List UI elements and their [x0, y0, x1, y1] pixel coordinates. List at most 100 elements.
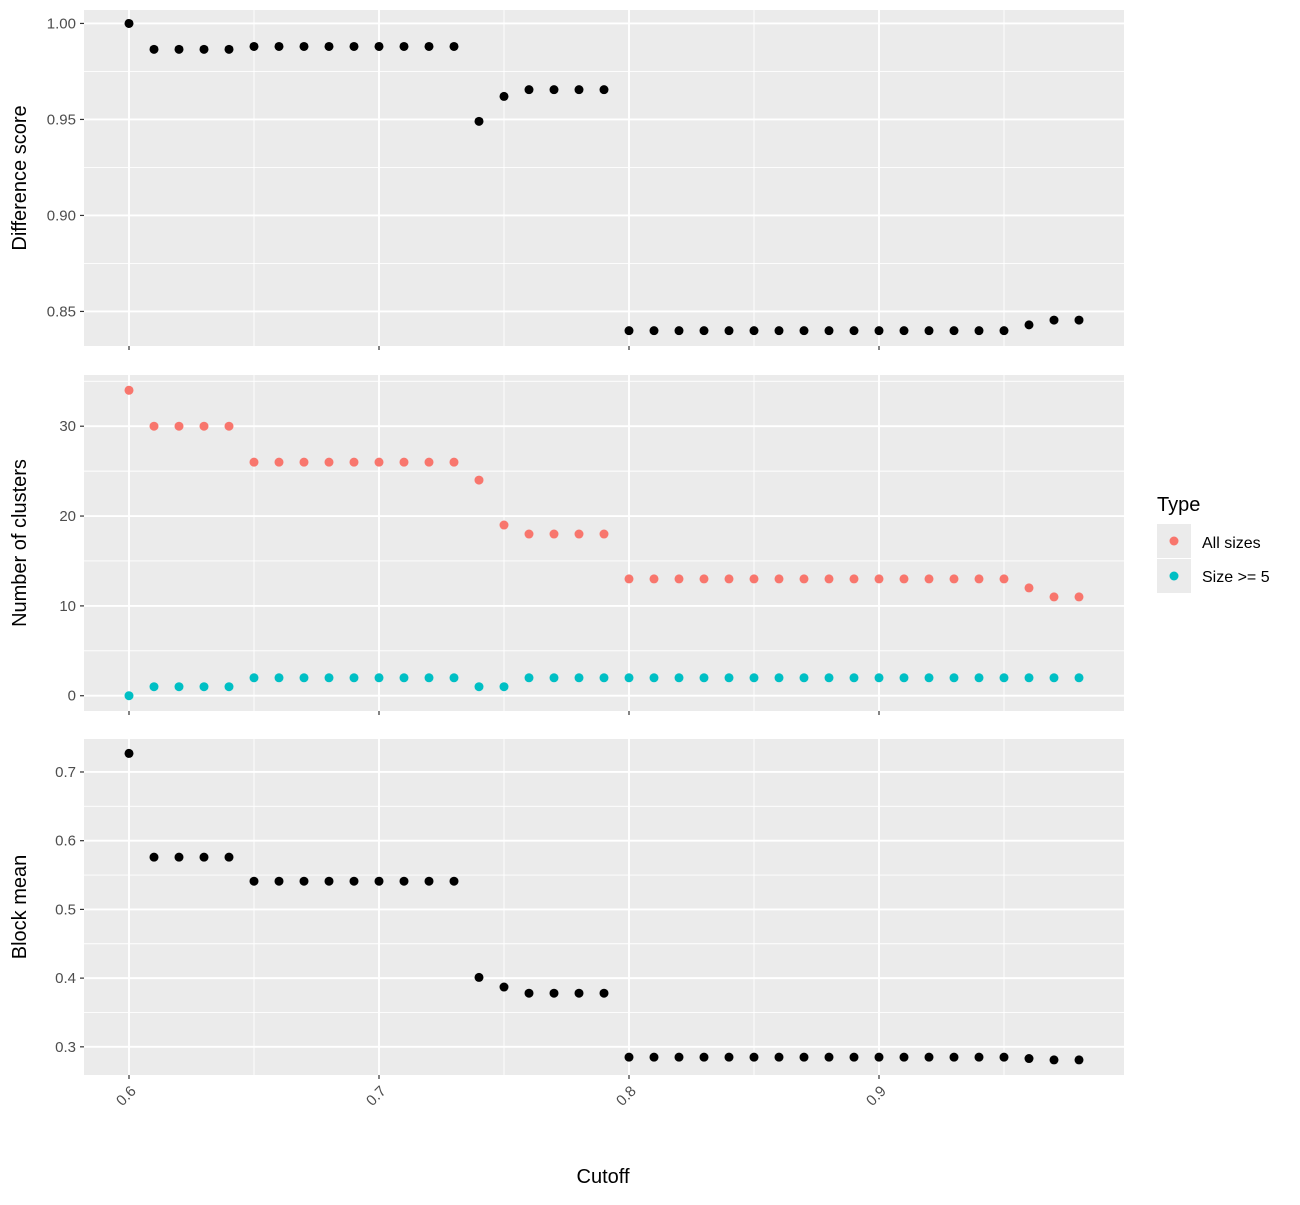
data-point — [624, 1052, 634, 1062]
y-axis-title: Block mean — [9, 855, 31, 960]
legend-title: Type — [1157, 494, 1200, 516]
data-point — [649, 673, 659, 683]
data-point — [1024, 1054, 1034, 1064]
x-tick-label: 0.8 — [613, 1083, 640, 1110]
data-point — [224, 44, 234, 54]
data-point — [874, 1052, 884, 1062]
data-point — [1049, 315, 1059, 325]
y-axis-title: Difference score — [9, 105, 31, 250]
data-point — [799, 574, 809, 584]
y-tick-label: 0.90 — [47, 207, 76, 224]
data-point — [699, 1052, 709, 1062]
data-point — [124, 748, 134, 758]
data-point — [974, 1052, 984, 1062]
data-point — [599, 673, 609, 683]
panel-background — [84, 739, 1124, 1075]
data-point — [449, 457, 459, 467]
data-point — [974, 326, 984, 336]
data-point — [674, 574, 684, 584]
y-tick-label: 1.00 — [47, 15, 76, 32]
data-point — [999, 673, 1009, 683]
data-point — [449, 41, 459, 51]
data-point — [149, 682, 159, 692]
data-point — [224, 421, 234, 431]
data-point — [674, 1052, 684, 1062]
data-point — [249, 457, 259, 467]
y-tick-label: 0.4 — [55, 970, 76, 987]
data-point — [124, 18, 134, 28]
series-2 — [124, 673, 1084, 701]
legend-label-all-sizes: All sizes — [1202, 535, 1261, 552]
x-tick-label: 0.7 — [363, 1083, 390, 1110]
panel-1: 0.85 0.90 0.95 1.00 Difference score — [9, 10, 1124, 350]
data-point — [524, 85, 534, 95]
data-point — [799, 326, 809, 336]
data-point — [424, 457, 434, 467]
data-point — [824, 1052, 834, 1062]
data-point — [824, 326, 834, 336]
data-point — [999, 326, 1009, 336]
data-point — [949, 574, 959, 584]
data-point — [874, 574, 884, 584]
data-point — [949, 673, 959, 683]
data-point — [974, 673, 984, 683]
data-point — [274, 876, 284, 886]
data-point — [149, 421, 159, 431]
data-point — [324, 876, 334, 886]
data-point — [699, 673, 709, 683]
data-point — [549, 85, 559, 95]
data-point — [274, 457, 284, 467]
panels-layer: 0.85 0.90 0.95 1.00 Difference score 0 10 20 30 N… — [9, 10, 1124, 1110]
data-point — [499, 982, 509, 992]
data-point — [299, 457, 309, 467]
data-point — [724, 574, 734, 584]
panel-2: 0 10 20 30 Number of clusters — [9, 375, 1124, 715]
data-point — [624, 673, 634, 683]
data-point — [1049, 673, 1059, 683]
legend: Type All sizes Size >= 5 — [1157, 494, 1270, 593]
data-point — [524, 529, 534, 539]
data-point — [724, 673, 734, 683]
data-point — [499, 682, 509, 692]
series-1 — [124, 748, 1084, 1065]
data-point — [599, 85, 609, 95]
data-point — [749, 574, 759, 584]
x-tick-label: 0.9 — [863, 1083, 890, 1110]
data-point — [424, 673, 434, 683]
data-point — [324, 41, 334, 51]
data-point — [824, 574, 834, 584]
data-point — [849, 673, 859, 683]
data-point — [549, 673, 559, 683]
panel-3: 0.3 0.4 0.5 0.6 0.7 0.6 0.7 0.8 0.9 Block mean — [9, 739, 1124, 1110]
data-point — [324, 457, 334, 467]
data-point — [174, 682, 184, 692]
data-point — [674, 326, 684, 336]
data-point — [599, 988, 609, 998]
data-point — [399, 41, 409, 51]
x-tick-label: 0.6 — [113, 1083, 140, 1110]
series-1 — [124, 18, 1084, 336]
data-point — [199, 421, 209, 431]
y-tick-label: 30 — [59, 418, 76, 435]
data-point — [999, 574, 1009, 584]
data-point — [174, 44, 184, 54]
data-point — [199, 852, 209, 862]
data-point — [1049, 1055, 1059, 1065]
data-point — [574, 529, 584, 539]
data-point — [1074, 315, 1084, 325]
data-point — [1049, 592, 1059, 602]
data-point — [374, 457, 384, 467]
data-point — [849, 574, 859, 584]
x-axis-title: Cutoff — [577, 1166, 630, 1188]
data-point — [924, 574, 934, 584]
data-point — [999, 1052, 1009, 1062]
data-point — [224, 852, 234, 862]
data-point — [1074, 1055, 1084, 1065]
data-point — [1024, 583, 1034, 593]
data-point — [499, 520, 509, 530]
data-point — [349, 457, 359, 467]
data-point — [899, 673, 909, 683]
y-tick-label: 0.7 — [55, 764, 76, 781]
data-point — [1024, 320, 1034, 330]
